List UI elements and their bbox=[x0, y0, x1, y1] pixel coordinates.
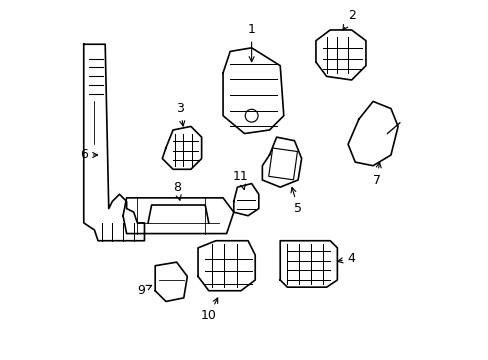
Text: 6: 6 bbox=[80, 148, 98, 162]
Text: 10: 10 bbox=[201, 298, 217, 322]
Text: 7: 7 bbox=[372, 162, 381, 186]
Polygon shape bbox=[315, 30, 365, 80]
Polygon shape bbox=[347, 102, 397, 166]
Text: 5: 5 bbox=[290, 188, 302, 215]
Text: 3: 3 bbox=[176, 102, 184, 126]
Text: 8: 8 bbox=[172, 181, 181, 200]
Text: 11: 11 bbox=[233, 170, 248, 189]
Polygon shape bbox=[123, 198, 233, 234]
Polygon shape bbox=[233, 184, 258, 216]
Text: 1: 1 bbox=[247, 23, 255, 62]
Text: 9: 9 bbox=[137, 284, 151, 297]
Text: 2: 2 bbox=[342, 9, 355, 30]
Polygon shape bbox=[280, 241, 337, 287]
Polygon shape bbox=[155, 262, 187, 301]
Polygon shape bbox=[83, 44, 144, 241]
Text: 4: 4 bbox=[337, 252, 355, 265]
Polygon shape bbox=[223, 48, 283, 134]
Polygon shape bbox=[262, 137, 301, 187]
Polygon shape bbox=[198, 241, 255, 291]
Polygon shape bbox=[162, 126, 201, 169]
Bar bbox=[268, 148, 297, 180]
